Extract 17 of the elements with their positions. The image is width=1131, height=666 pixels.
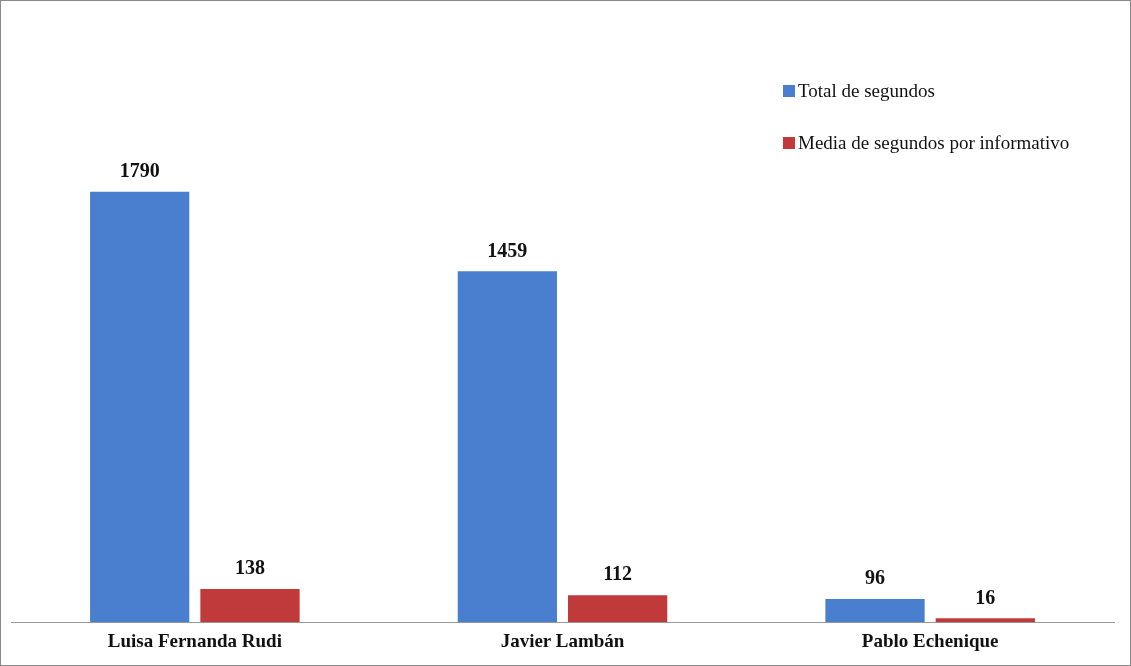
x-tick-label: Javier Lambán xyxy=(500,629,625,651)
legend-label: Total de segundos xyxy=(798,79,935,103)
data-label: 1790 xyxy=(119,158,160,181)
data-label: 16 xyxy=(975,585,996,608)
data-label: 96 xyxy=(865,566,886,589)
data-label: 112 xyxy=(603,562,633,585)
bar xyxy=(568,595,668,623)
bar xyxy=(457,271,557,623)
bar xyxy=(935,618,1035,623)
bar xyxy=(90,191,190,623)
x-tick-label: Luisa Fernanda Rudi xyxy=(107,629,282,651)
x-tick-label: Pablo Echenique xyxy=(861,629,999,651)
bar xyxy=(825,599,925,623)
data-label: 1459 xyxy=(487,238,528,261)
legend-label: Media de segundos por informativo xyxy=(798,131,1070,155)
bar xyxy=(200,589,300,623)
data-label: 138 xyxy=(234,556,265,579)
